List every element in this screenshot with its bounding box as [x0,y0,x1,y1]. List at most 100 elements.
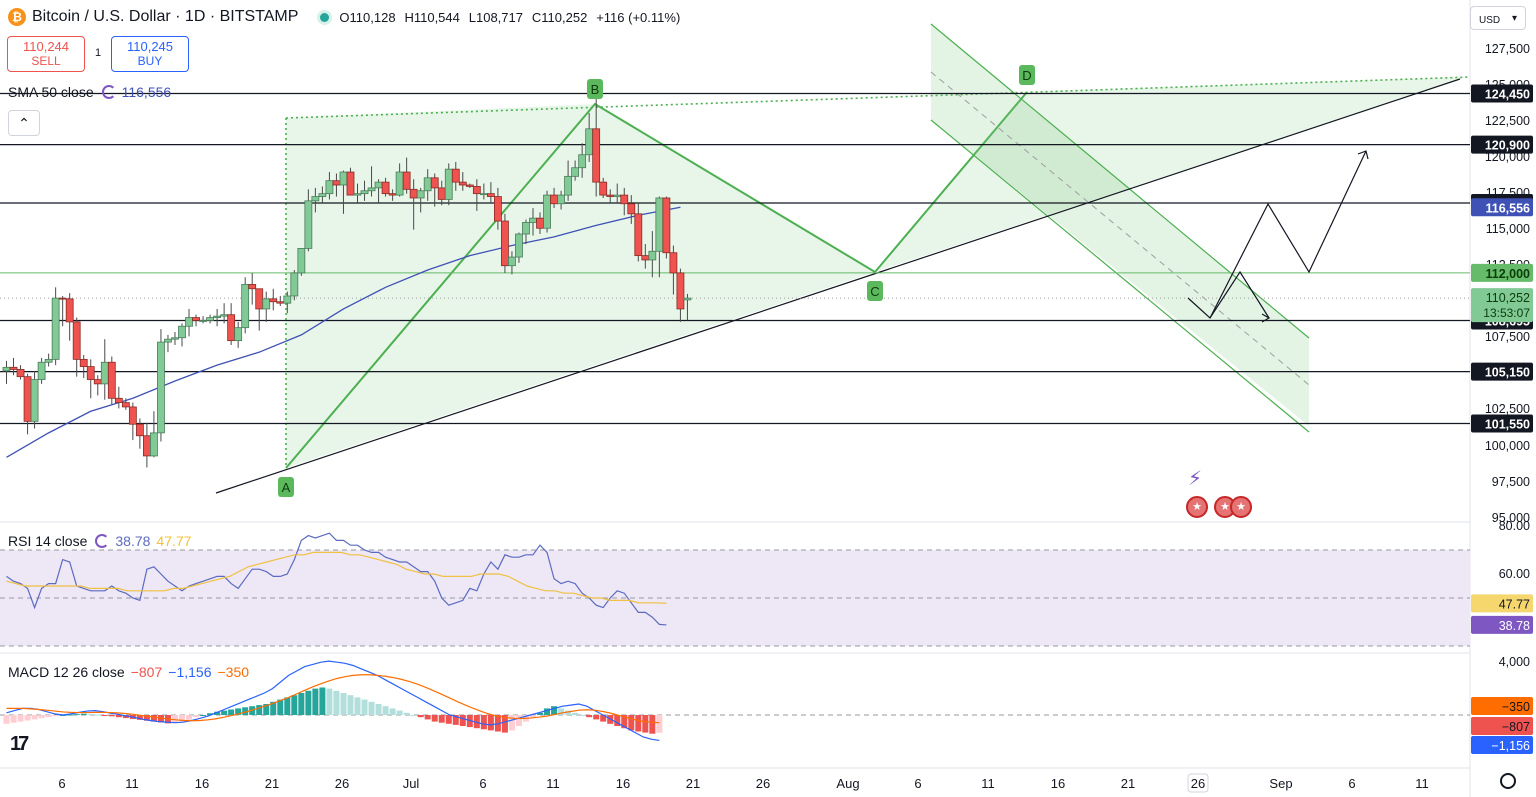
candle-body [150,432,158,457]
time-axis-tick: 6 [58,776,65,791]
macd-histogram-bar [326,688,333,715]
current-price-tag: 110,252 [1486,291,1530,305]
rsi-tag-box [1471,615,1533,634]
macd-histogram-bar [52,715,59,717]
macd-histogram-bar [642,715,649,733]
collapse-legend-button[interactable]: ⌃ [8,110,40,136]
gear-icon[interactable] [1500,773,1516,789]
rsi-line [6,532,667,626]
candle-body [297,248,306,274]
candle-body [472,186,481,195]
symbol-title[interactable]: Bitcoin / U.S. Dollar · 1D · BITSTAMP [32,8,299,25]
macd-histogram-bar [347,695,354,715]
channel-upper [930,23,1310,339]
candle-body [585,128,594,156]
candle-body [669,252,678,274]
pattern-point-label: B [591,82,600,97]
buy-label: BUY [137,54,163,68]
candle-body [655,197,664,252]
candle-body [486,193,495,197]
buy-price: 110,245 [126,39,174,54]
channel-lower [930,119,1310,433]
candle-body [676,272,685,310]
ohlc-high: H110,544 [404,9,460,25]
projection-path [1187,270,1270,319]
time-axis-tick: 16 [1051,776,1065,791]
chevron-up-icon: ⌃ [18,115,30,131]
macd-histogram-bar [410,715,417,716]
macd-histogram-bar [558,708,565,715]
candle-body [290,272,299,297]
channel-fill [931,24,1309,426]
candle-body [395,171,404,196]
market-status-icon [320,12,330,22]
macd-hist-value: −807 [130,664,163,680]
candle-body [367,187,376,192]
candle-body [550,194,558,205]
currency-select[interactable]: USD ▾ [1470,6,1526,30]
candle-body [381,181,390,195]
macd-histogram-bar [284,697,291,715]
current-price-tag-box [1471,288,1533,323]
macd-histogram-bar [417,715,424,718]
macd-histogram-bar [179,715,185,722]
candle-body [220,314,229,317]
us-flag-icon[interactable]: ★ [1230,496,1252,518]
us-flag-icon[interactable]: ★ [1186,496,1208,518]
candle-body [44,358,53,363]
candle-body [444,168,453,200]
pattern-point-label-box [1019,65,1035,85]
time-axis-tick: 11 [1415,776,1429,791]
macd-value-tag: −350 [1502,700,1530,714]
ohlc-change: +116 (+0.11%) [596,9,681,25]
time-axis-tick: Aug [836,776,859,791]
lightning-icon[interactable]: ⚡ [1187,468,1203,490]
channel-mid [930,71,1310,386]
macd-histogram-bar [263,704,270,715]
macd-legend[interactable]: MACD 12 26 close −807 −1,156 −350 [8,664,249,680]
sell-button[interactable]: 110,244 SELL [7,36,85,72]
candle-body [16,369,25,378]
time-axis-tick: 21 [265,776,279,791]
macd-line [6,660,660,742]
symbol-header: ₿ Bitcoin / U.S. Dollar · 1D · BITSTAMP … [8,6,680,28]
price-axis-tick: 107,500 [1485,330,1530,344]
rsi-legend[interactable]: RSI 14 close 38.78 47.77 [8,533,191,549]
time-axis-tick: 16 [195,776,209,791]
macd-histogram-bar [235,708,242,715]
candle-body [114,397,123,404]
candle-body [339,171,348,186]
macd-histogram-bar [87,714,94,716]
macd-histogram-bar [487,715,494,731]
candle-body [65,298,74,323]
macd-histogram-bar [221,710,228,715]
macd-histogram-bar [200,715,207,716]
countdown-tag: 13:53:07 [1483,306,1530,320]
pattern-legs [285,91,1028,469]
macd-histogram-bar [291,695,298,715]
pattern-area [286,104,875,468]
macd-histogram-bar [256,705,263,715]
macd-histogram-bar [600,715,607,722]
candle-body [213,315,222,318]
sma-legend[interactable]: SMA 50 close 116,556 [8,84,171,100]
macd-histogram-bar [389,708,396,715]
macd-histogram-bar [171,715,178,723]
candle-body [269,298,278,303]
candle-body [100,361,109,385]
time-axis-tick: 26 [756,776,770,791]
macd-value-tag: −807 [1502,720,1530,734]
time-axis-tick: Sep [1269,776,1292,791]
refresh-icon [101,85,116,99]
macd-histogram-bar [579,715,586,716]
time-axis-tick: Jul [403,776,420,791]
buy-button[interactable]: 110,245 BUY [111,36,189,72]
macd-histogram-bar [38,715,45,719]
rsi-value: 38.78 [115,533,151,549]
candle-body [2,366,11,372]
macd-histogram-bar [277,699,284,715]
macd-histogram-bar [24,715,31,721]
level-tag: 124,450 [1485,88,1530,102]
time-axis-tick: 11 [981,776,995,791]
